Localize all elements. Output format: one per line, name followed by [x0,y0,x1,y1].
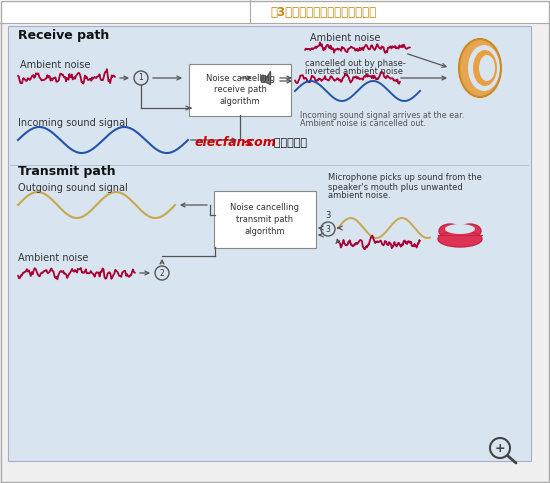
FancyBboxPatch shape [214,191,316,248]
Ellipse shape [459,39,501,97]
Bar [261,74,265,82]
FancyBboxPatch shape [189,64,291,116]
Ellipse shape [468,45,500,91]
Ellipse shape [459,224,481,238]
Text: 1: 1 [139,73,144,83]
Text: ambient noise.: ambient noise. [328,191,390,200]
Text: Incoming sound signal arrives at the ear.: Incoming sound signal arrives at the ear… [300,111,464,119]
Ellipse shape [445,224,475,234]
Text: Outgoing sound signal: Outgoing sound signal [18,183,128,193]
Ellipse shape [479,55,495,81]
Text: Ambient noise is cancelled out.: Ambient noise is cancelled out. [300,118,426,128]
Text: Noise cancelling
transmit path
algorithm: Noise cancelling transmit path algorithm [230,203,300,236]
Text: Noise cancelling
receive path
algorithm: Noise cancelling receive path algorithm [206,74,274,106]
Text: Microphone picks up sound from the: Microphone picks up sound from the [328,173,482,183]
Ellipse shape [473,50,497,86]
Text: inverted ambient noise: inverted ambient noise [305,67,403,75]
Polygon shape [265,71,271,85]
Text: Ambient noise: Ambient noise [310,33,381,43]
Text: Transmit path: Transmit path [18,165,116,177]
Text: cancelled out by phase-: cancelled out by phase- [305,58,406,68]
Text: 2: 2 [160,269,164,278]
Text: 电子发烧友: 电子发烧友 [270,138,307,148]
Text: 3: 3 [325,212,331,221]
Bar [0,0,550,23]
Text: Receive path: Receive path [18,29,109,43]
Text: Incoming sound signal: Incoming sound signal [18,118,128,128]
Ellipse shape [439,224,461,238]
Text: +: + [494,441,505,455]
Text: Ambient noise: Ambient noise [18,253,89,263]
Text: Ambient noise: Ambient noise [20,60,90,70]
Text: speaker's mouth plus unwanted: speaker's mouth plus unwanted [328,183,463,191]
Text: 图3：在接收和传输路径消除噪音: 图3：在接收和传输路径消除噪音 [270,5,376,18]
Text: 3: 3 [326,225,331,233]
Text: ·com: ·com [243,137,277,150]
Ellipse shape [438,231,482,247]
Text: elecfans: elecfans [195,137,254,150]
